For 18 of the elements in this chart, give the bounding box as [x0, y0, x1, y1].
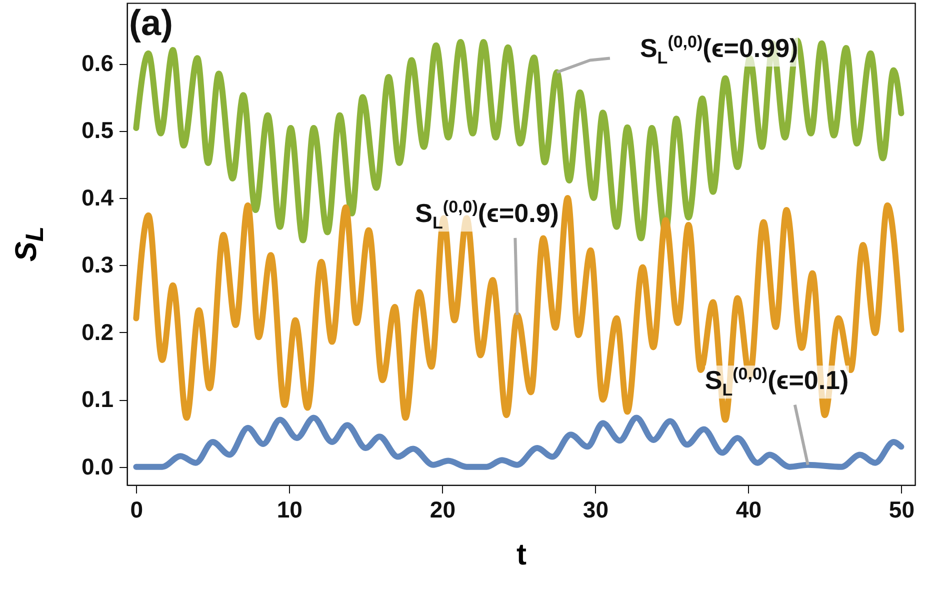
x-tick-label: 20: [430, 496, 456, 522]
x-tick-label: 40: [736, 496, 762, 522]
y-tick-label: 0.0: [82, 453, 114, 480]
x-tick-label: 0: [130, 496, 144, 522]
y-tick-label: 0.6: [82, 50, 114, 76]
annotation: S$_{L}$$^{(0,0)}$(ϵ=0.9): [415, 198, 559, 232]
x-tick-label: 10: [276, 496, 302, 522]
annotation: (a): [129, 2, 173, 43]
y-tick-label: 0.5: [82, 117, 114, 144]
y-tick-label: 0.2: [82, 318, 114, 345]
y-tick-label: 0.4: [82, 184, 114, 210]
x-tick-label: 30: [582, 496, 609, 522]
y-tick-label: 0.1: [82, 386, 114, 412]
annotation: S$_{L}$$^{(0,0)}$(ϵ=0.99): [640, 32, 798, 68]
annotation: S$_{L}$$^{(0,0)}$(ϵ=0.1): [704, 364, 849, 400]
x-tick-label: 50: [888, 496, 915, 522]
y-tick-label: 0.3: [82, 252, 114, 278]
x-axis-title: t: [516, 538, 526, 572]
